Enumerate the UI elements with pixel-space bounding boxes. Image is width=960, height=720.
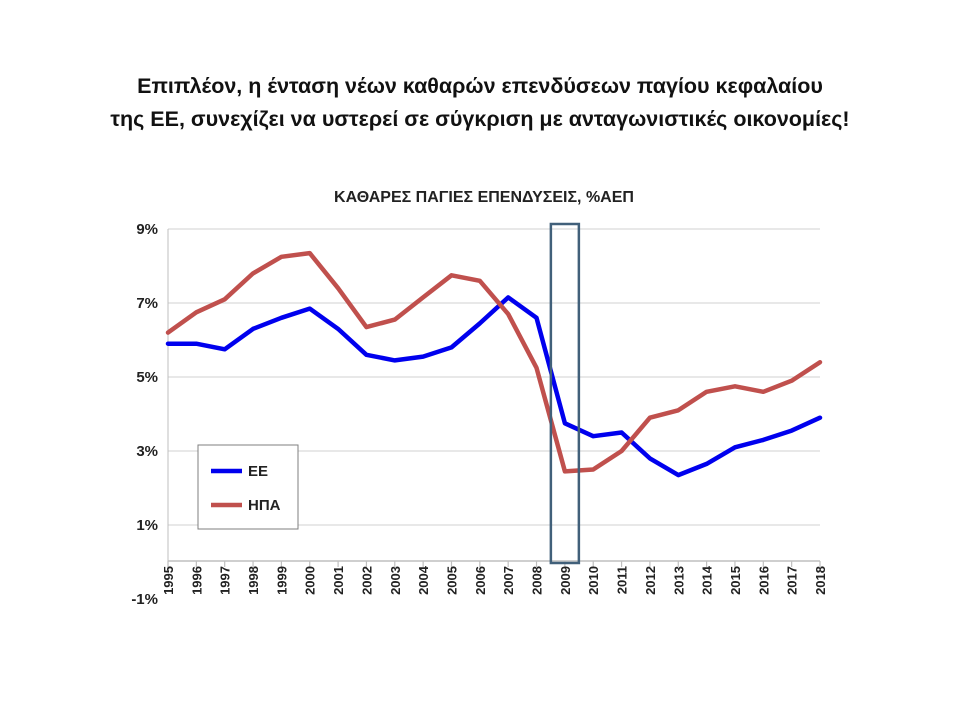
legend-label: ΕΕ bbox=[248, 463, 268, 480]
y-tick-label: 7% bbox=[136, 295, 158, 312]
slide-title-line-1: Επιπλέον, η ένταση νέων καθαρών επενδύσε… bbox=[137, 74, 823, 98]
legend-label: ΗΠΑ bbox=[248, 497, 281, 514]
y-tick-label: 9% bbox=[136, 221, 158, 238]
series-line-usa bbox=[165, 250, 823, 474]
x-tick-label: 2005 bbox=[444, 566, 459, 595]
x-tick-label: 2003 bbox=[388, 566, 403, 595]
x-tick-label: 2001 bbox=[331, 566, 346, 595]
y-tick-label: 5% bbox=[136, 369, 158, 386]
x-tick-label: 2017 bbox=[785, 566, 800, 595]
x-tick-label: 2014 bbox=[700, 565, 715, 595]
x-tick-label: 2004 bbox=[416, 565, 431, 595]
x-tick-label: 2011 bbox=[615, 566, 630, 594]
x-tick-label: 1998 bbox=[246, 566, 261, 595]
legend: ΕΕ ΗΠΑ bbox=[197, 444, 299, 530]
x-tick-label: 2007 bbox=[501, 566, 516, 595]
x-tick-label: 2018 bbox=[813, 566, 828, 595]
x-tick-label: 2000 bbox=[303, 566, 318, 595]
series-line-ee bbox=[165, 295, 823, 478]
x-tick-label: 1997 bbox=[218, 566, 233, 595]
slide-title-line-2: της ΕΕ, συνεχίζει να υστερεί σε σύγκριση… bbox=[110, 107, 850, 131]
x-tick-label: 2002 bbox=[359, 566, 374, 595]
axes: -1% 1% 3% 5% 7% 9% 1995 1996 1997 1998 1999 2000 200… bbox=[131, 221, 828, 608]
y-tick-label: -1% bbox=[131, 591, 158, 608]
y-tick-label: 3% bbox=[136, 443, 158, 460]
highlight-box bbox=[549, 222, 581, 565]
x-tick-label: 1996 bbox=[189, 566, 204, 595]
slide-title: Επιπλέον, η ένταση νέων καθαρών επενδύσε… bbox=[40, 70, 920, 136]
chart-title: ΚΑΘΑΡΕΣ ΠΑΓΙΕΣ ΕΠΕΝΔΥΣΕΙΣ, %ΑΕΠ bbox=[334, 189, 634, 206]
x-tick-label: 2012 bbox=[643, 566, 658, 595]
x-tick-label: 2006 bbox=[473, 566, 488, 595]
series-lines bbox=[165, 250, 823, 478]
x-tick-label: 2010 bbox=[586, 566, 601, 595]
y-tick-label: 1% bbox=[136, 517, 158, 534]
x-tick-label: 2015 bbox=[728, 566, 743, 595]
x-tick-label: 1999 bbox=[274, 566, 289, 595]
x-tick-label: 2013 bbox=[671, 566, 686, 595]
x-tick-label: 2008 bbox=[530, 566, 545, 595]
x-tick-label: 2016 bbox=[756, 566, 771, 595]
x-tick-label: 1995 bbox=[161, 566, 176, 595]
highlight-rect-2009 bbox=[549, 222, 581, 565]
legend-box bbox=[197, 444, 299, 530]
x-tick-label: 2009 bbox=[558, 566, 573, 595]
